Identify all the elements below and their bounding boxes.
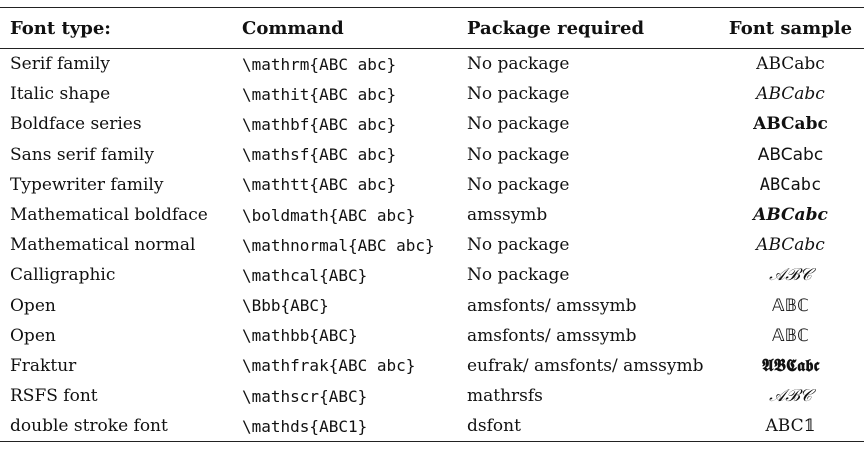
font-sample-cell: 𝒜ℬ𝒞 bbox=[769, 386, 812, 407]
font-type-cell: Italic shape bbox=[10, 84, 111, 105]
font-type-cell: Calligraphic bbox=[10, 265, 116, 286]
table-row: Calligraphic \mathcal{ABC} No package 𝒜ℬ𝒞 bbox=[0, 260, 864, 290]
font-sample-cell: 𝔸𝔹ℂ bbox=[772, 325, 809, 346]
font-type-cell: Serif family bbox=[10, 54, 110, 75]
font-table: Font type: Command Package required Font… bbox=[0, 7, 864, 442]
command-cell: \mathcal{ABC} bbox=[242, 265, 368, 285]
font-type-cell: Mathematical boldface bbox=[10, 205, 208, 226]
font-sample-cell: ABCabc bbox=[756, 235, 825, 256]
package-cell: No package bbox=[467, 54, 570, 75]
table-row: Open \Bbb{ABC} amsfonts/ amssymb 𝔸𝔹ℂ bbox=[0, 291, 864, 321]
command-cell: \mathit{ABC abc} bbox=[242, 84, 397, 104]
font-sample-cell: 𝔸𝔹ℂ bbox=[772, 295, 809, 316]
font-type-cell: Open bbox=[10, 325, 56, 346]
font-type-cell: Boldface series bbox=[10, 114, 142, 135]
font-sample-cell: ABCabc bbox=[756, 84, 825, 105]
command-cell: \mathds{ABC1} bbox=[242, 416, 368, 436]
font-sample-cell: 𝒜ℬ𝒞 bbox=[769, 265, 812, 286]
font-sample-cell: 𝕬𝕭𝕮𝖆𝖇𝖈 bbox=[761, 355, 820, 376]
table-row: Open \mathbb{ABC} amsfonts/ amssymb 𝔸𝔹ℂ bbox=[0, 321, 864, 351]
package-cell: No package bbox=[467, 144, 570, 165]
command-cell: \mathfrak{ABC abc} bbox=[242, 356, 416, 376]
table-row: RSFS font \mathscr{ABC} mathrsfs 𝒜ℬ𝒞 bbox=[0, 381, 864, 411]
font-type-cell: RSFS font bbox=[10, 386, 98, 407]
header-sample: Font sample bbox=[728, 17, 853, 39]
package-cell: No package bbox=[467, 235, 570, 256]
font-sample-cell: ABCabc bbox=[753, 114, 828, 135]
header-font-type: Font type: bbox=[10, 17, 111, 39]
font-type-cell: Open bbox=[10, 295, 56, 316]
command-cell: \mathscr{ABC} bbox=[242, 386, 368, 406]
package-cell: amssymb bbox=[467, 205, 548, 226]
font-type-cell: Sans serif family bbox=[10, 144, 154, 165]
table-row: Boldface series \mathbf{ABC abc} No packag… bbox=[0, 109, 864, 139]
command-cell: \mathtt{ABC abc} bbox=[242, 175, 397, 195]
package-cell: amsfonts/ amssymb bbox=[467, 325, 637, 346]
font-type-cell: Fraktur bbox=[10, 355, 77, 376]
package-cell: No package bbox=[467, 265, 570, 286]
table-row: Mathematical normal \mathnormal{ABC abc} N… bbox=[0, 230, 864, 260]
table-row: Mathematical boldface \boldmath{ABC abc} a… bbox=[0, 200, 864, 230]
command-cell: \Bbb{ABC} bbox=[242, 296, 329, 316]
font-sample-cell: ABCabc bbox=[756, 54, 825, 75]
font-sample-cell: ABC𝟙 bbox=[765, 416, 816, 437]
command-cell: \mathnormal{ABC abc} bbox=[242, 235, 435, 255]
package-cell: eufrak/ amsfonts/ amssymb bbox=[467, 355, 704, 376]
package-cell: amsfonts/ amssymb bbox=[467, 295, 637, 316]
font-type-cell: Mathematical normal bbox=[10, 235, 196, 256]
font-sample-cell: ABCabc bbox=[759, 174, 822, 195]
font-sample-cell: ABCabc bbox=[753, 205, 828, 226]
package-cell: No package bbox=[467, 84, 570, 105]
command-cell: \mathbb{ABC} bbox=[242, 326, 358, 346]
header-command: Command bbox=[242, 17, 344, 39]
command-cell: \mathsf{ABC abc} bbox=[242, 145, 397, 165]
command-cell: \mathbf{ABC abc} bbox=[242, 114, 397, 134]
header-row: Font type: Command Package required Font… bbox=[0, 7, 864, 49]
package-cell: No package bbox=[467, 114, 570, 135]
table-row: double stroke font \mathds{ABC1} dsfont ABC… bbox=[0, 411, 864, 442]
font-type-cell: Typewriter family bbox=[10, 174, 164, 195]
font-type-cell: double stroke font bbox=[10, 416, 168, 437]
package-cell: dsfont bbox=[467, 416, 521, 437]
font-sample-cell: ABCabc bbox=[757, 144, 824, 165]
table-row: Serif family \mathrm{ABC abc} No package AB… bbox=[0, 49, 864, 80]
header-package: Package required bbox=[467, 17, 645, 39]
table-body: Serif family \mathrm{ABC abc} No package AB… bbox=[0, 49, 864, 442]
package-cell: mathrsfs bbox=[467, 386, 543, 407]
command-cell: \boldmath{ABC abc} bbox=[242, 205, 416, 225]
table-row: Fraktur \mathfrak{ABC abc} eufrak/ amsfont… bbox=[0, 351, 864, 381]
command-cell: \mathrm{ABC abc} bbox=[242, 54, 397, 74]
table-row: Italic shape \mathit{ABC abc} No package AB… bbox=[0, 79, 864, 109]
table-row: Typewriter family \mathtt{ABC abc} No pack… bbox=[0, 170, 864, 200]
table-row: Sans serif family \mathsf{ABC abc} No pack… bbox=[0, 140, 864, 170]
package-cell: No package bbox=[467, 174, 570, 195]
